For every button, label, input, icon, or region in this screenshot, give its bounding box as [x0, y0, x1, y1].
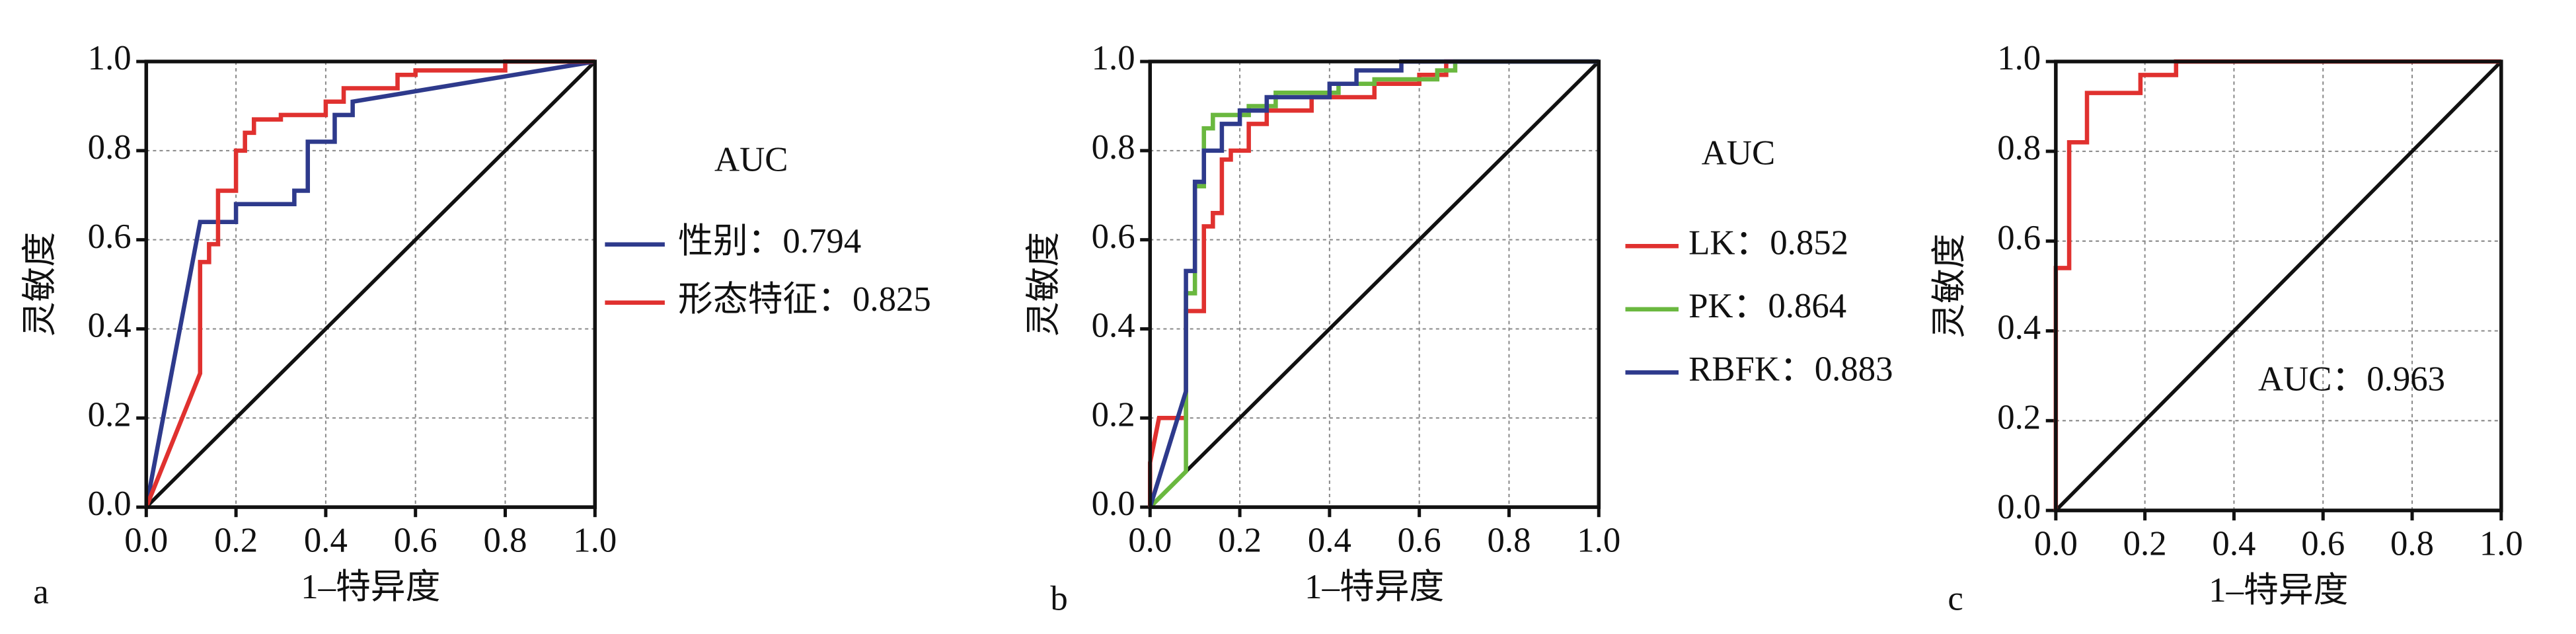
x-axis-title: 1–特异度 — [301, 568, 440, 606]
reference-line — [145, 60, 597, 509]
x-axis-title: 1–特异度 — [2209, 571, 2348, 610]
annotation: AUC：0.963 — [2258, 360, 2445, 399]
x-tick-label: 0.6 — [1398, 522, 1441, 560]
y-axis-title: 灵敏度 — [1024, 232, 1063, 337]
plot-frame — [144, 59, 597, 509]
y-tick-label: 0.8 — [1997, 129, 2041, 167]
x-tick-label: 0.6 — [2301, 525, 2345, 563]
y-tick-label: 0.0 — [88, 485, 132, 523]
x-tick-label: 0.2 — [2123, 525, 2167, 563]
plot-frame — [2054, 59, 2503, 512]
legend-label: LK：0.852 — [1688, 223, 1848, 262]
x-tick-label: 0.8 — [1487, 522, 1531, 560]
y-tick-label: 0.6 — [1092, 218, 1135, 256]
y-tick-label: 0.4 — [1997, 309, 2041, 347]
x-tick-label: 0.0 — [2034, 525, 2078, 563]
y-tick-label: 0.4 — [1092, 307, 1135, 345]
y-tick-label: 1.0 — [1997, 39, 2041, 77]
y-axis-title: 灵敏度 — [1930, 233, 1969, 338]
roc-curve — [1147, 59, 1599, 508]
y-tick-label: 0.8 — [1092, 128, 1135, 167]
legend-label: 性别：0.794 — [678, 222, 861, 260]
y-tick-label: 0.4 — [88, 307, 132, 345]
legend-title: AUC — [714, 141, 788, 179]
y-tick-label: 0.2 — [1997, 398, 2041, 436]
y-tick-label: 1.0 — [88, 39, 132, 77]
x-tick-label: 1.0 — [573, 522, 617, 560]
y-tick-label: 0.8 — [88, 128, 132, 167]
x-tick-label: 0.4 — [2212, 525, 2255, 563]
plot-frame — [1148, 59, 1601, 509]
roc-curve — [1148, 59, 1599, 508]
y-tick-label: 0.2 — [88, 395, 132, 434]
x-tick-label: 0.2 — [214, 522, 258, 560]
y-axis-title: 灵敏度 — [21, 232, 59, 337]
x-tick-label: 1.0 — [2480, 525, 2523, 563]
x-tick-label: 0.8 — [2390, 525, 2434, 563]
roc-curve — [144, 59, 595, 508]
legend-title: AUC — [1702, 134, 1775, 173]
y-tick-label: 0.0 — [1997, 488, 2041, 526]
x-tick-label: 0.2 — [1218, 522, 1262, 560]
legend-label: PK：0.864 — [1688, 287, 1846, 325]
legend-label: RBFK：0.883 — [1688, 350, 1893, 389]
x-tick-label: 0.4 — [304, 522, 348, 560]
roc-curve — [144, 59, 595, 508]
y-tick-label: 0.0 — [1092, 485, 1135, 523]
y-tick-label: 0.6 — [88, 218, 132, 256]
x-tick-label: 1.0 — [1577, 522, 1620, 560]
roc-curve — [2053, 59, 2501, 511]
x-tick-label: 0.0 — [1128, 522, 1172, 560]
reference-line — [1149, 60, 1601, 509]
x-axis-title: 1–特异度 — [1305, 568, 1444, 606]
x-tick-label: 0.6 — [394, 522, 437, 560]
x-tick-label: 0.4 — [1308, 522, 1351, 560]
y-tick-label: 1.0 — [1092, 39, 1135, 77]
panel-label: a — [33, 573, 48, 612]
y-tick-label: 0.6 — [1997, 219, 2041, 257]
panel-label: b — [1050, 580, 1067, 618]
legend-label: 形态特征：0.825 — [678, 280, 931, 319]
x-tick-label: 0.0 — [124, 522, 168, 560]
y-tick-label: 0.2 — [1092, 395, 1135, 434]
panel-label: c — [1948, 580, 1963, 618]
x-tick-label: 0.8 — [484, 522, 527, 560]
reference-line — [2054, 60, 2503, 512]
